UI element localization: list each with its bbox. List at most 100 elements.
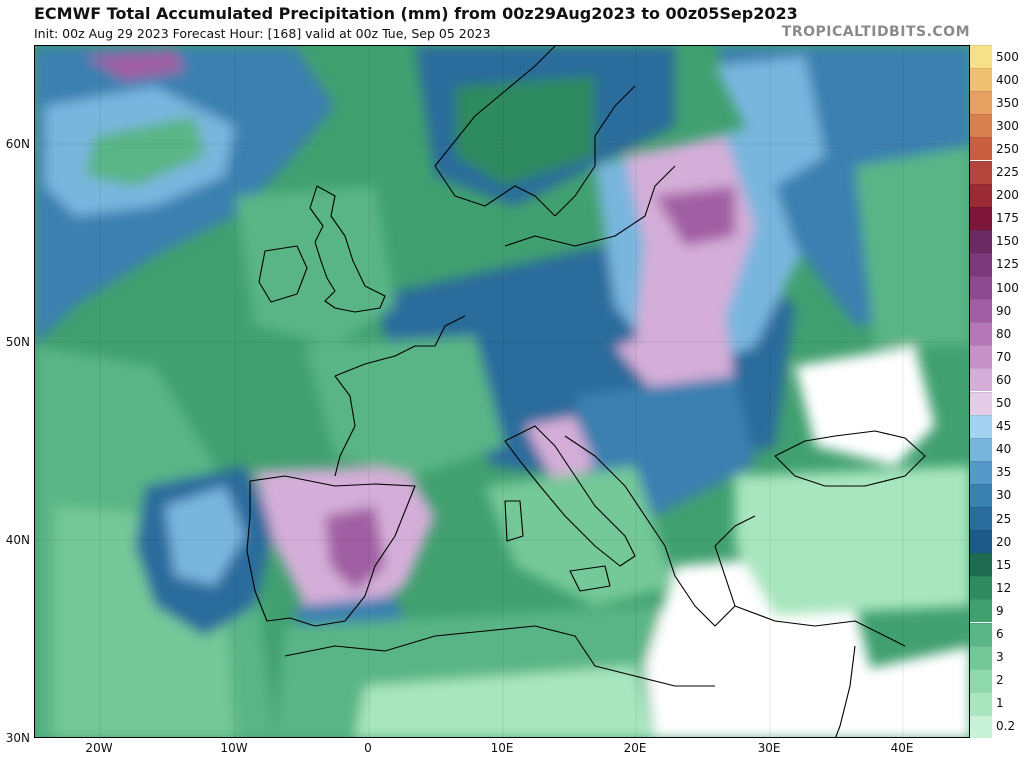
colorbar-swatch [970, 483, 992, 507]
north-africa-light [355, 666, 655, 737]
map-title: ECMWF Total Accumulated Precipitation (m… [34, 4, 798, 23]
colorbar-level-label: 100 [996, 280, 1019, 295]
british-isles-green [235, 186, 395, 346]
france-coast [334, 315, 466, 477]
lon-label-30e: 30E [757, 741, 781, 755]
balkans-coast [564, 435, 756, 627]
colorbar-swatch [970, 345, 992, 369]
map-subtitle: Init: 00z Aug 29 2023 Forecast Hour: [16… [34, 26, 491, 41]
colorbar-level-label: 250 [996, 141, 1019, 156]
iberia-deep-purple [325, 506, 385, 591]
colorbar-level-label: 400 [996, 72, 1019, 87]
colorbar-level-label: 6 [996, 627, 1004, 642]
colorbar-level-label: 300 [996, 118, 1019, 133]
colorbar-level-label: 125 [996, 257, 1019, 272]
levant-coast [835, 645, 856, 737]
eastern-europe-deep-purple [655, 186, 735, 246]
atlantic-green-core [85, 116, 205, 186]
lon-label-20w: 20W [85, 741, 113, 755]
black-sea-dry-area [795, 346, 935, 466]
colorbar-level-label: 9 [996, 603, 1004, 618]
colorbar-swatch [970, 299, 992, 323]
norway-coast [434, 46, 556, 217]
lon-label-0: 0 [364, 741, 372, 755]
colorbar-level-label: 225 [996, 165, 1019, 180]
colorbar-swatch [970, 507, 992, 531]
colorbar-swatch [970, 691, 992, 715]
colorbar-swatch [970, 229, 992, 253]
colorbar-level-label: 35 [996, 465, 1012, 480]
turkey-coast [734, 605, 906, 647]
colorbar-swatch [970, 45, 992, 69]
colorbar-level-label: 45 [996, 419, 1012, 434]
colorbar-level-label: 50 [996, 396, 1012, 411]
france-green [305, 336, 505, 476]
colorbar-swatch [970, 160, 992, 184]
colorbar-swatch [970, 368, 992, 392]
middle-east-dry-area [835, 646, 969, 737]
colorbar-swatch [970, 391, 992, 415]
colorbar-swatch [970, 183, 992, 207]
colorbar-swatch [970, 91, 992, 115]
colorbar-level-label: 0.2 [996, 719, 1016, 734]
colorbar-swatch [970, 437, 992, 461]
colorbar-level-label: 40 [996, 442, 1012, 457]
sicily-coast [569, 565, 611, 592]
colorbar-level-label: 20 [996, 534, 1012, 549]
colorbar-level-label: 30 [996, 488, 1012, 503]
italy-green [485, 466, 675, 606]
colorbar-level-label: 90 [996, 303, 1012, 318]
colorbar-swatch [970, 460, 992, 484]
colorbar-level-label: 350 [996, 95, 1019, 110]
iberia-west-light [165, 486, 245, 586]
lat-label-50n: 50N [5, 335, 30, 349]
iberia-coast [246, 475, 416, 627]
colorbar-swatch [970, 668, 992, 692]
colorbar-swatch [970, 714, 992, 738]
colorbar-level-label: 70 [996, 349, 1012, 364]
colorbar-swatch [970, 114, 992, 138]
colorbar-level-label: 12 [996, 580, 1012, 595]
colorbar-swatch [970, 645, 992, 669]
lon-label-10e: 10E [490, 741, 514, 755]
colorbar-level-label: 150 [996, 234, 1019, 249]
russia-light-blue [715, 56, 825, 186]
sardinia-coast [504, 500, 524, 542]
colorbar-swatch [970, 322, 992, 346]
italy-coast [504, 425, 636, 567]
colorbar-swatch [970, 530, 992, 554]
colorbar-level-label: 3 [996, 650, 1004, 665]
colorbar-swatch [970, 137, 992, 161]
russia-green [855, 146, 969, 346]
north-africa-coast [284, 625, 715, 687]
colorbar-level-label: 200 [996, 188, 1019, 203]
black-sea-coast [774, 430, 926, 487]
colorbar-level-label: 60 [996, 372, 1012, 387]
colorbar-swatch [970, 576, 992, 600]
colorbar-swatch [970, 276, 992, 300]
brand-watermark[interactable]: TROPICALTIDBITS.COM [781, 24, 970, 40]
colorbar-swatch [970, 414, 992, 438]
graticule [35, 46, 969, 737]
lat-label-60n: 60N [5, 137, 30, 151]
colorbar-swatch [970, 252, 992, 276]
north-purple-patch [85, 51, 185, 81]
map-canvas [35, 46, 969, 737]
colorbar-level-label: 15 [996, 557, 1012, 572]
great-britain-coast [309, 185, 386, 313]
colorbar-level-label: 1 [996, 696, 1004, 711]
anatolia-light-green [735, 466, 969, 616]
lon-label-40e: 40E [890, 741, 914, 755]
precipitation-colorbar: 0.2 1 2 3 6 9 12 15 20 25 30 35 40 45 50 60 70 80 90 100 125… [970, 45, 1024, 738]
colorbar-level-label: 80 [996, 326, 1012, 341]
colorbar-swatch [970, 599, 992, 623]
colorbar-level-label: 25 [996, 511, 1012, 526]
colorbar-swatch [970, 68, 992, 92]
colorbar-swatch [970, 206, 992, 230]
ireland-coast [258, 245, 308, 303]
lat-label-30n: 30N [5, 731, 30, 745]
lat-label-40n: 40N [5, 533, 30, 547]
colorbar-level-label: 2 [996, 673, 1004, 688]
lon-label-10w: 10W [220, 741, 248, 755]
colorbar-swatch [970, 622, 992, 646]
